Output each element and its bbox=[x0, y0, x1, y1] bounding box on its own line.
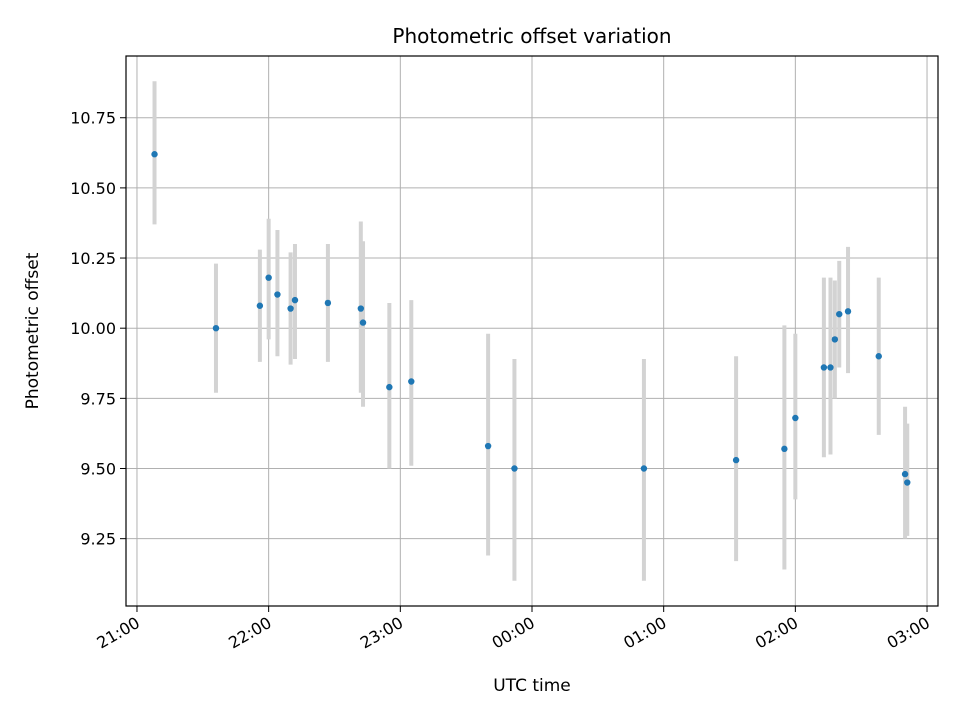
data-point bbox=[792, 414, 799, 422]
data-point bbox=[287, 305, 294, 312]
data-point bbox=[901, 470, 909, 478]
data-point bbox=[324, 299, 332, 307]
data-point bbox=[836, 310, 843, 318]
y-tick-label: 9.75 bbox=[80, 389, 116, 408]
chart-title: Photometric offset variation bbox=[392, 24, 671, 48]
x-tick-label: 23:00 bbox=[357, 613, 406, 653]
x-tick-label: 22:00 bbox=[225, 613, 274, 653]
y-tick-label: 10.00 bbox=[70, 319, 116, 338]
data-point bbox=[511, 465, 518, 472]
data-point bbox=[359, 319, 367, 326]
x-tick-label: 21:00 bbox=[94, 613, 143, 653]
y-tick-label: 9.25 bbox=[80, 530, 116, 549]
data-point bbox=[844, 308, 852, 315]
data-point bbox=[212, 324, 220, 332]
y-tick-label: 10.75 bbox=[70, 109, 116, 128]
data-point bbox=[256, 302, 264, 309]
x-tick-label: 01:00 bbox=[620, 613, 669, 653]
x-axis-title: UTC time bbox=[493, 676, 571, 696]
data-point bbox=[408, 378, 415, 385]
x-tick-label: 00:00 bbox=[489, 613, 538, 653]
data-point bbox=[357, 305, 365, 312]
data-point bbox=[831, 336, 839, 343]
x-tick-label: 02:00 bbox=[752, 613, 801, 653]
data-point bbox=[827, 364, 834, 371]
y-axis-title: Photometric offset bbox=[23, 252, 43, 409]
data-point bbox=[904, 479, 911, 486]
plot-area: 21:00 22:00 23:00 00:00 01:00 02:00 03:00 9.25 9… bbox=[70, 55, 939, 653]
data-point bbox=[484, 442, 492, 450]
data-point bbox=[875, 353, 882, 360]
data-point bbox=[820, 364, 828, 371]
data-point bbox=[151, 151, 158, 158]
y-tick-label: 10.25 bbox=[70, 249, 116, 268]
data-point bbox=[291, 296, 299, 304]
y-tick-label: 10.50 bbox=[70, 179, 116, 198]
data-point bbox=[781, 445, 788, 453]
data-point bbox=[732, 456, 740, 464]
data-point bbox=[386, 383, 393, 391]
y-tick-label: 9.50 bbox=[80, 460, 116, 479]
axes-frame bbox=[125, 55, 939, 607]
x-tick-label: 03:00 bbox=[884, 613, 933, 653]
data-point bbox=[274, 291, 281, 298]
data-point bbox=[265, 274, 272, 281]
data-point bbox=[640, 465, 648, 472]
